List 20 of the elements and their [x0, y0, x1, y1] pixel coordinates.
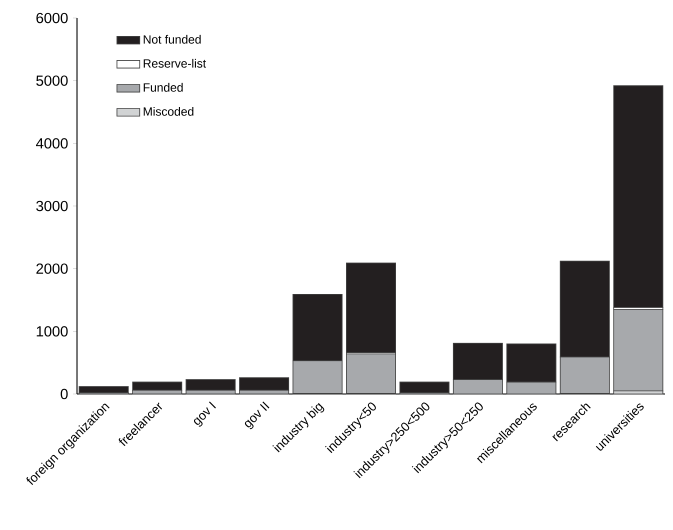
- y-tick-label: 0: [60, 388, 68, 400]
- x-tick-label: gov I: [194, 401, 216, 427]
- bar: [78, 386, 129, 394]
- bar: [399, 382, 450, 394]
- legend-label: Not funded: [144, 34, 201, 44]
- bar: [239, 377, 290, 391]
- y-tick-label: 1000: [36, 326, 68, 337]
- bar: [613, 308, 664, 392]
- y-tick-label: 6000: [36, 12, 68, 24]
- bar: [186, 379, 236, 391]
- bar: [613, 85, 664, 308]
- legend-label: Miscoded: [144, 106, 194, 116]
- legend-label: Reserve-list: [144, 58, 206, 68]
- x-tick-label: gov II: [244, 401, 270, 430]
- legend-label: Funded: [144, 82, 183, 92]
- y-tick-label: 2000: [36, 263, 68, 274]
- y-tick-label: 5000: [36, 75, 68, 86]
- y-tick-label: 4000: [36, 138, 68, 149]
- y-tick-label: 3000: [36, 200, 68, 212]
- bar: [132, 382, 182, 391]
